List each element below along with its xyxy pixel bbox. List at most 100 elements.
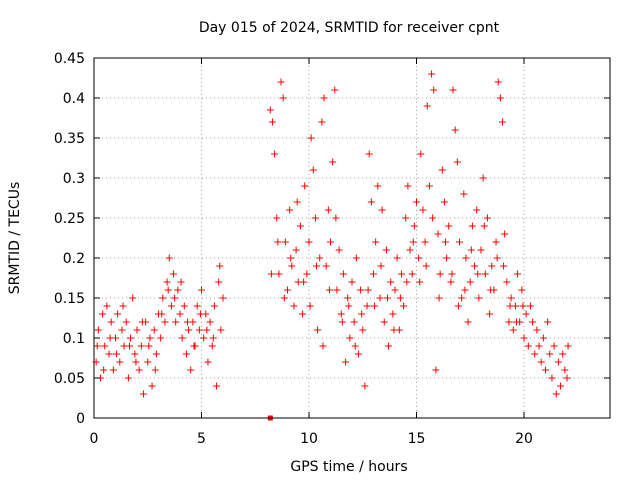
- data-point: [479, 174, 487, 182]
- x-axis-label: GPS time / hours: [290, 459, 407, 475]
- data-point: [339, 270, 347, 278]
- data-point: [483, 214, 491, 222]
- data-point: [496, 94, 504, 102]
- data-point: [187, 366, 195, 374]
- y-tick-label: 0.4: [63, 91, 85, 107]
- data-point: [544, 318, 552, 326]
- data-point: [267, 270, 275, 278]
- data-point: [400, 302, 408, 310]
- data-point: [313, 262, 321, 270]
- data-point: [557, 382, 565, 390]
- data-point: [425, 182, 433, 190]
- data-point: [402, 214, 410, 222]
- data-point: [488, 262, 496, 270]
- data-point: [275, 270, 283, 278]
- data-point: [506, 302, 514, 310]
- data-point: [563, 374, 571, 382]
- x-tick-label: 20: [515, 431, 533, 447]
- data-point: [539, 334, 547, 342]
- data-point: [473, 206, 481, 214]
- data-point: [423, 102, 431, 110]
- data-point: [101, 342, 109, 350]
- data-point: [391, 286, 399, 294]
- data-point: [387, 278, 395, 286]
- data-point: [449, 86, 457, 94]
- data-point: [324, 206, 332, 214]
- data-point: [364, 286, 372, 294]
- data-point: [529, 318, 537, 326]
- data-point: [174, 286, 182, 294]
- data-point: [178, 334, 186, 342]
- data-point: [309, 166, 317, 174]
- data-point: [144, 358, 152, 366]
- data-point: [509, 326, 517, 334]
- data-point: [371, 302, 379, 310]
- data-point: [461, 286, 469, 294]
- data-point: [299, 310, 307, 318]
- data-point: [105, 350, 113, 358]
- data-point: [164, 286, 172, 294]
- data-point: [346, 334, 354, 342]
- data-point: [475, 294, 483, 302]
- data-point: [129, 294, 137, 302]
- data-point: [552, 390, 560, 398]
- data-point: [342, 358, 350, 366]
- data-point: [416, 278, 424, 286]
- data-point: [99, 310, 107, 318]
- data-point: [131, 350, 139, 358]
- data-point: [203, 326, 211, 334]
- data-point: [146, 334, 154, 342]
- data-point: [107, 318, 115, 326]
- chart-title: Day 015 of 2024, SRMTID for receiver cpn…: [199, 20, 500, 36]
- data-point: [458, 294, 466, 302]
- data-point: [300, 278, 308, 286]
- data-point: [377, 262, 385, 270]
- data-point: [318, 118, 326, 126]
- data-point: [352, 254, 360, 262]
- data-point: [305, 238, 313, 246]
- data-point: [474, 270, 482, 278]
- data-point: [415, 254, 423, 262]
- data-point: [396, 294, 404, 302]
- data-point: [204, 358, 212, 366]
- data-point: [421, 238, 429, 246]
- data-point: [442, 238, 450, 246]
- data-point: [193, 302, 201, 310]
- data-point: [219, 294, 227, 302]
- data-point: [344, 294, 352, 302]
- data-point: [393, 254, 401, 262]
- data-point: [409, 238, 417, 246]
- y-tick-label: 0.35: [54, 131, 85, 147]
- data-point: [456, 238, 463, 246]
- data-point: [365, 150, 373, 158]
- data-point: [273, 214, 281, 222]
- data-point: [403, 278, 411, 286]
- data-point: [520, 334, 528, 342]
- y-tick-label: 0.2: [63, 251, 85, 267]
- data-point: [137, 342, 145, 350]
- data-point: [277, 78, 285, 86]
- data-point: [422, 262, 430, 270]
- data-point: [150, 326, 158, 334]
- data-point: [548, 374, 556, 382]
- y-tick-label: 0.25: [54, 211, 85, 227]
- data-point: [158, 310, 166, 318]
- data-point: [337, 310, 345, 318]
- data-point: [307, 134, 315, 142]
- y-tick-label: 0.15: [54, 291, 85, 307]
- data-point: [542, 366, 549, 374]
- data-point: [380, 318, 388, 326]
- data-point: [428, 70, 436, 78]
- data-point: [385, 342, 393, 350]
- data-point: [519, 302, 527, 310]
- data-point: [503, 278, 511, 286]
- data-point: [477, 246, 485, 254]
- plot-frame: [93, 57, 611, 419]
- data-point: [125, 342, 133, 350]
- data-point: [361, 382, 369, 390]
- data-point: [531, 350, 539, 358]
- data-point: [135, 366, 143, 374]
- data-point: [119, 302, 127, 310]
- x-tick-label: 15: [408, 431, 426, 447]
